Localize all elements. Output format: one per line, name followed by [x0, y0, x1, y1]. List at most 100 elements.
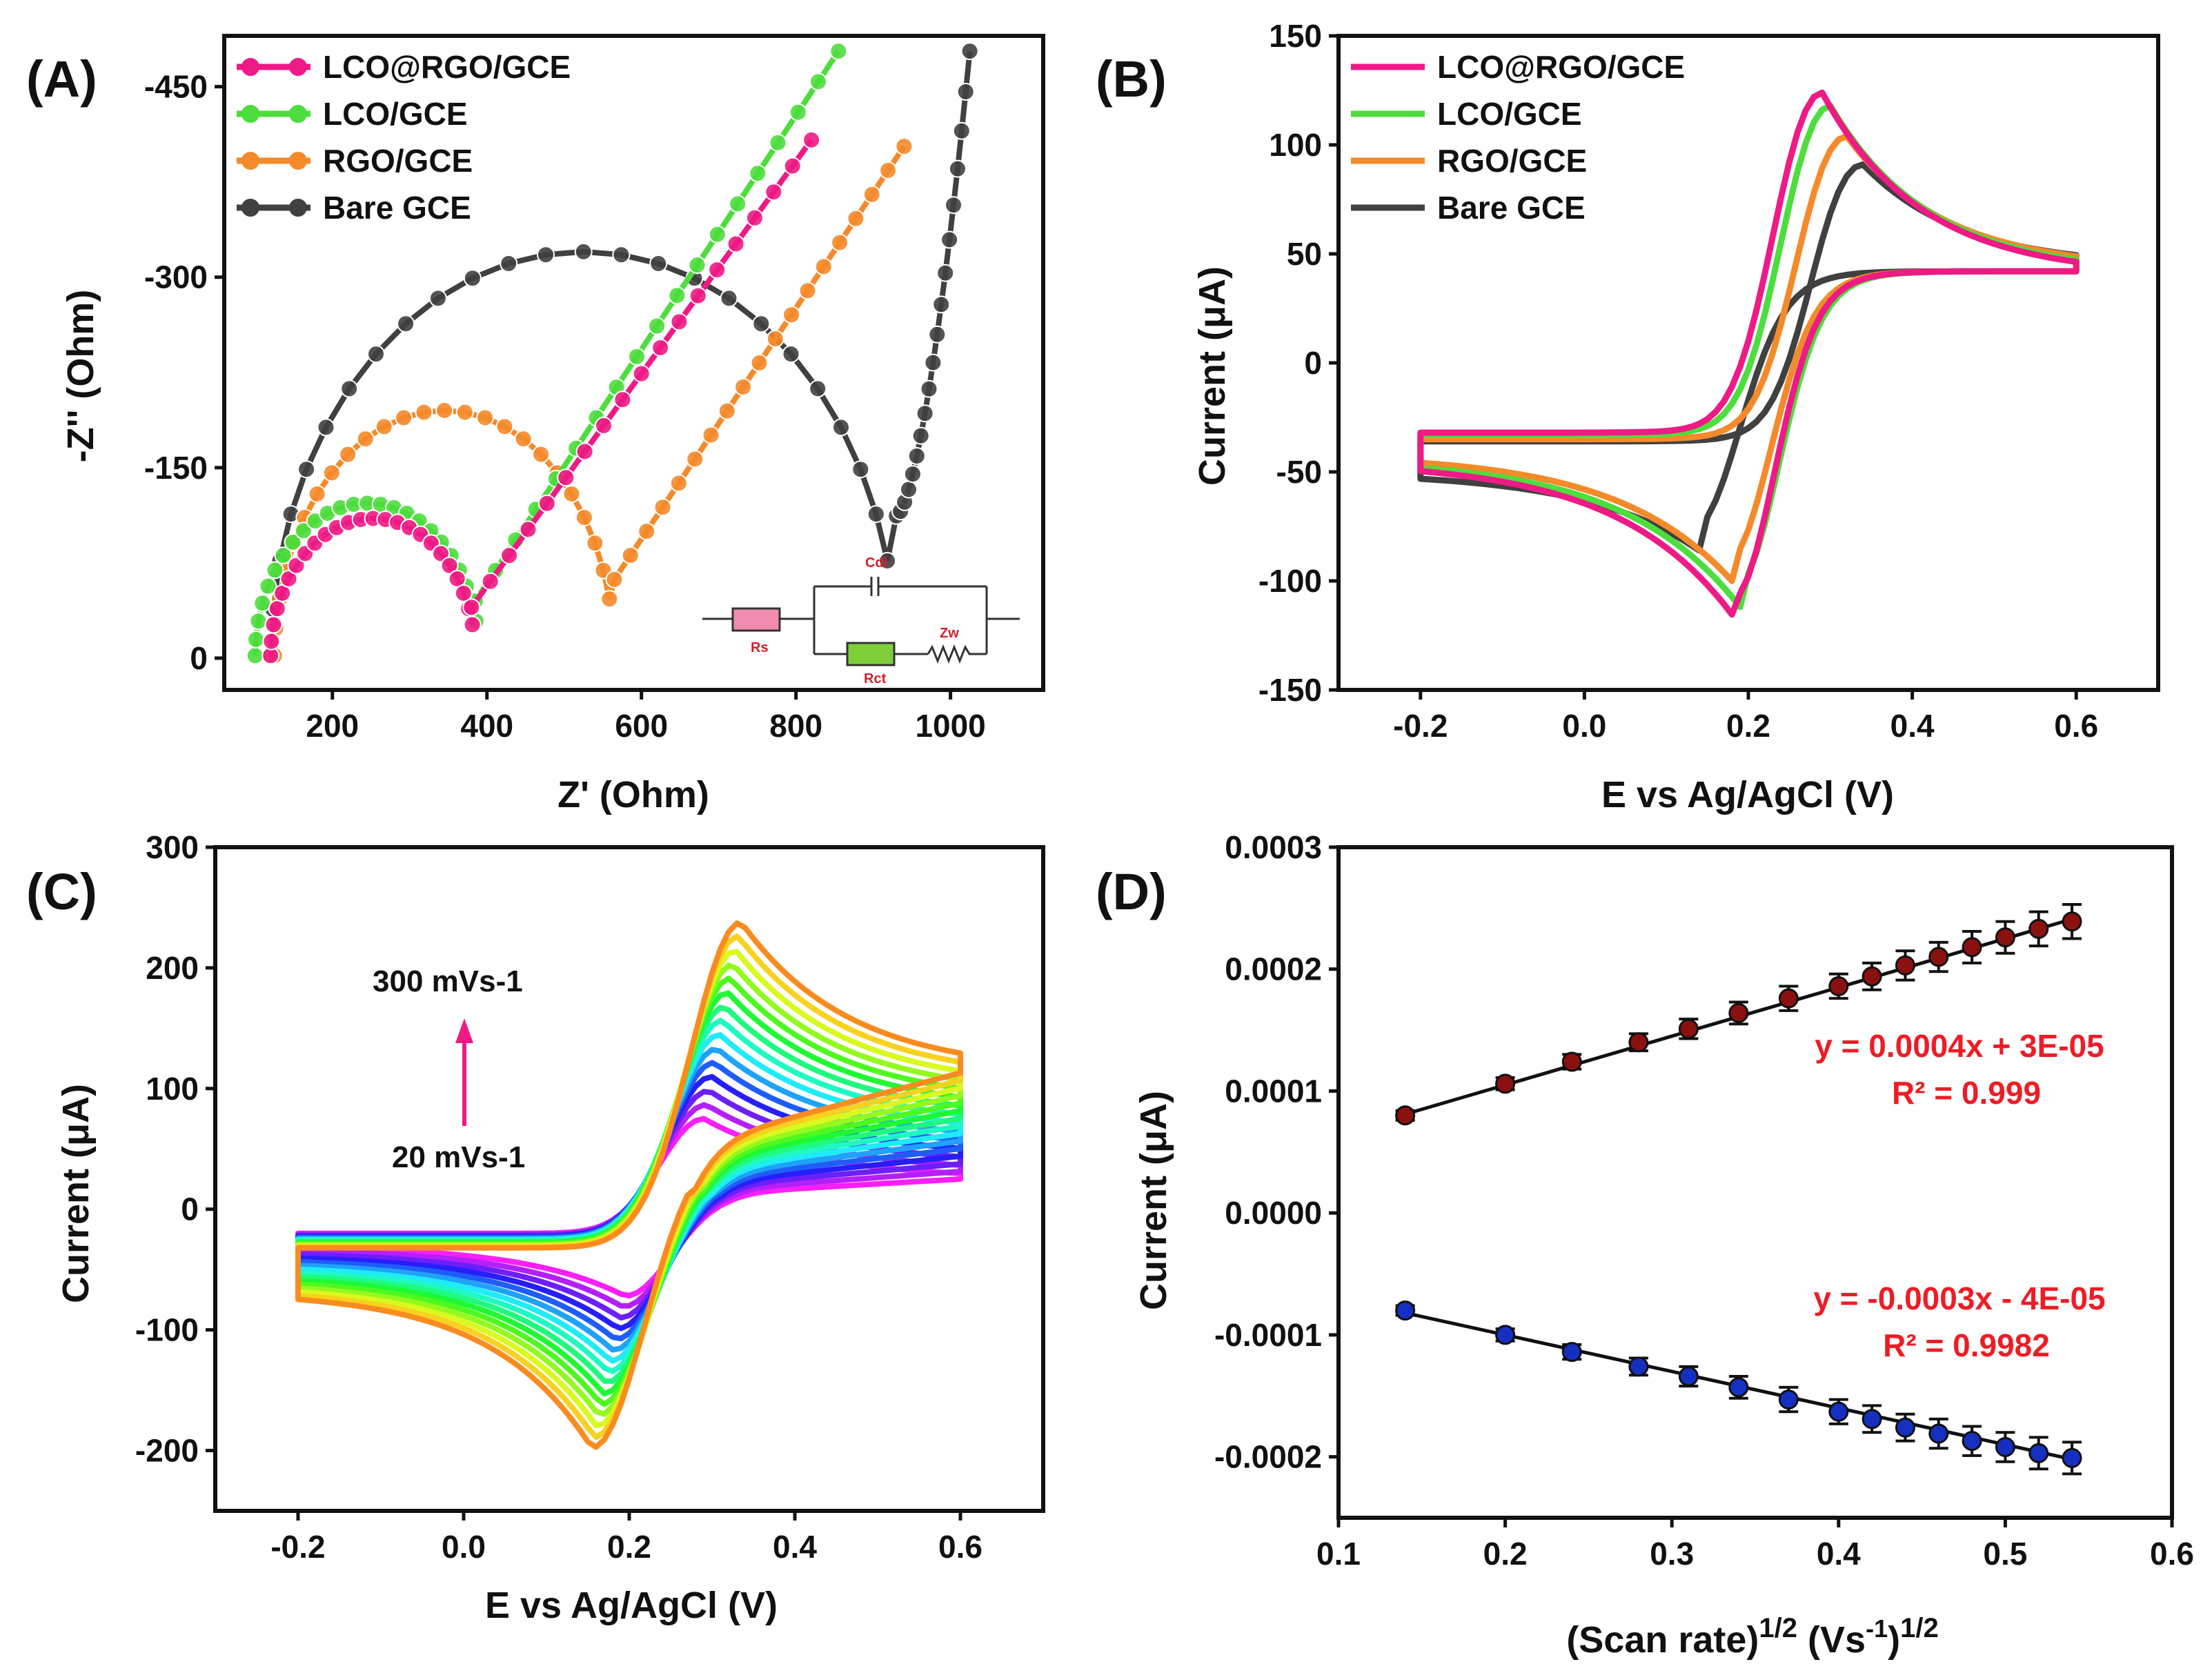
- nyquist-point: [708, 225, 727, 244]
- nyquist-point: [462, 598, 481, 617]
- data-point-cathodic: [2028, 1443, 2049, 1463]
- data-point-cathodic: [1628, 1356, 1649, 1377]
- panel-b-legend-label: LCO@RGO/GCE: [1437, 49, 1685, 85]
- rs-resistor: [731, 607, 781, 632]
- panel-a-plot-area: [222, 34, 1045, 692]
- panel-a-ticks: 200 400 600 800 1000 0 -150 -300 -450: [144, 69, 986, 744]
- panel-c-x-tick-label: 0.2: [607, 1529, 651, 1565]
- panel-c-y-tick-label: 300: [146, 829, 199, 865]
- nyquist-point: [911, 426, 930, 445]
- nyquist-point: [435, 402, 454, 419]
- equivalent-circuit-inset: Cdl Rs Rct Zw: [702, 555, 1020, 686]
- nyquist-point: [481, 572, 500, 591]
- nyquist-point: [294, 522, 313, 540]
- nyquist-point: [356, 430, 375, 448]
- nyquist-point: [907, 447, 926, 465]
- nyquist-point: [284, 533, 302, 551]
- panel-d-x-tick-label: 0.5: [1983, 1536, 2027, 1572]
- panel-d-x-tick-label: 0.1: [1316, 1536, 1361, 1572]
- panel-d: (D) 0.1 0.2 0.3 0.4 0.5 0.6 -0.0002 -0.0001 0.00…: [1096, 829, 2194, 1661]
- panel-a-y-tick-label: 0: [190, 640, 208, 676]
- nyquist-point: [669, 474, 688, 493]
- panel-c-x-tick-label: 0.4: [773, 1529, 817, 1565]
- panel-a-legend-marker: [289, 199, 307, 217]
- nyquist-point: [339, 445, 357, 464]
- panel-c-y-tick-label: 200: [146, 950, 199, 986]
- nyquist-point: [734, 377, 753, 396]
- data-point-cathodic: [1828, 1401, 1849, 1422]
- panel-c-y-tick-label: -100: [135, 1312, 199, 1348]
- nyquist-point: [782, 345, 800, 364]
- nyquist-point: [495, 417, 514, 436]
- nyquist-point: [928, 325, 947, 344]
- nyquist-point: [613, 390, 632, 409]
- data-point-anodic: [1928, 947, 1949, 967]
- panel-a-legend-marker: [289, 152, 307, 170]
- nyquist-point: [809, 72, 827, 91]
- nyquist-point: [952, 121, 971, 140]
- panel-d-x-axis-label: (Scan rate)1/2 (Vs-1)1/2: [1566, 1613, 1938, 1661]
- nyquist-point: [600, 590, 619, 608]
- panel-b-y-tick-label: 150: [1269, 18, 1322, 54]
- data-point-anodic: [1728, 1002, 1749, 1023]
- anodic-fit-r2: R² = 0.999: [1892, 1075, 2041, 1111]
- nyquist-point: [686, 450, 704, 468]
- nyquist-point: [702, 426, 720, 444]
- nyquist-line-1: [252, 49, 841, 656]
- nyquist-point: [689, 286, 707, 305]
- nyquist-point: [940, 230, 959, 249]
- nyquist-point: [653, 498, 672, 517]
- panel-b-y-tick-label: 100: [1269, 127, 1322, 163]
- panel-a-legend-label: RGO/GCE: [323, 143, 473, 179]
- nyquist-point: [375, 417, 393, 436]
- panel-b-letter: (B): [1096, 50, 1167, 108]
- panel-b-legend-label: LCO/GCE: [1437, 96, 1582, 132]
- nyquist-point: [745, 208, 764, 227]
- panel-c-letter: (C): [26, 863, 97, 920]
- nyquist-point: [395, 408, 413, 427]
- nyquist-point: [266, 561, 284, 580]
- nyquist-point: [586, 534, 604, 553]
- panel-a-y-tick-label: -150: [144, 450, 208, 486]
- panel-b-plot-area: [1336, 34, 2160, 692]
- scan-rate-high-label: 300 mVs-1: [373, 964, 523, 998]
- data-point-cathodic: [1561, 1342, 1582, 1363]
- nyquist-point: [708, 261, 727, 279]
- scan-rate-arrow: [455, 1018, 473, 1126]
- nyquist-point: [397, 315, 415, 333]
- nyquist-point: [262, 632, 281, 651]
- nyquist-point: [727, 235, 745, 253]
- data-point-cathodic: [1395, 1300, 1416, 1321]
- nyquist-point: [537, 494, 556, 513]
- panel-a-axes-frame: [222, 34, 1045, 692]
- panel-d-ticks: 0.1 0.2 0.3 0.4 0.5 0.6 -0.0002 -0.0001 0.0000 0.…: [1214, 829, 2194, 1572]
- panel-d-y-tick-label: 0.0002: [1225, 951, 1322, 987]
- cv-scan-curve: [295, 1018, 963, 1374]
- nyquist-point: [769, 133, 787, 152]
- panel-b-y-tick-label: -50: [1276, 454, 1322, 490]
- nyquist-point: [537, 246, 555, 264]
- data-point-cathodic: [1862, 1409, 1882, 1429]
- data-point-anodic: [1962, 937, 1982, 958]
- panel-a-x-tick-label: 200: [306, 708, 359, 744]
- nyquist-point: [729, 195, 747, 213]
- panel-b-ticks: -0.2 0.0 0.2 0.4 0.6 -150 -100 -50 0 50 100 150: [1258, 18, 2098, 744]
- cdl-label: Cdl: [865, 555, 887, 571]
- data-point-anodic: [1561, 1051, 1582, 1072]
- nyquist-point: [831, 233, 849, 252]
- nyquist-point: [878, 552, 897, 570]
- panel-c-y-tick-label: 100: [146, 1071, 199, 1107]
- nyquist-point: [595, 416, 613, 435]
- nyquist-point: [809, 379, 827, 398]
- nyquist-point: [557, 468, 575, 487]
- nyquist-point: [500, 255, 518, 273]
- panel-a-legend-marker: [241, 199, 259, 217]
- nyquist-point: [782, 306, 801, 324]
- nyquist-point: [847, 209, 865, 228]
- nyquist-point: [274, 546, 293, 565]
- nyquist-point: [802, 130, 821, 149]
- nyquist-point: [287, 556, 306, 575]
- panel-d-x-tick-label: 0.2: [1483, 1536, 1528, 1572]
- panel-b-x-tick-label: 0.4: [1890, 708, 1935, 744]
